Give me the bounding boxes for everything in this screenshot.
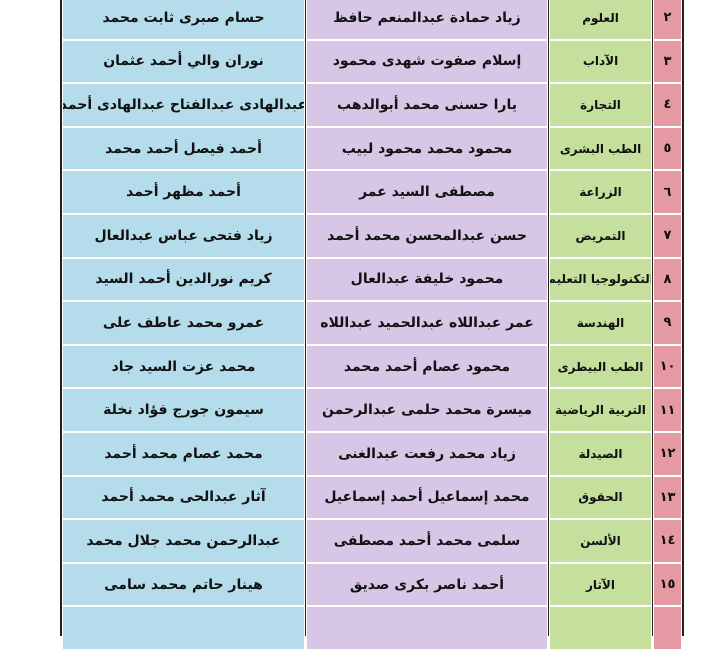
faculty: الآثار (549, 562, 652, 607)
student-name: عبدالرحمن محمد جلال محمد (62, 519, 305, 563)
student-name: زياد فتحى عباس عبدالعال (62, 214, 305, 258)
student-name: هينار حاتم محمد سامى (62, 562, 305, 607)
student-name: محمد عصام محمد أحمد (62, 432, 305, 476)
row-number: ٥ (653, 126, 682, 171)
student-name: محمود محمد محمود لبيب (306, 126, 548, 171)
student-name: آثار عبدالحى محمد أحمد (62, 475, 305, 520)
student-name: محمود عصام أحمد محمد (306, 344, 548, 389)
row-number: ١٠ (653, 344, 682, 389)
student-name: عبدالهادى عبدالفتاح عبدالهادى أحمد (62, 83, 305, 127)
row-number: ١٢ (653, 432, 682, 476)
cell-partial (62, 606, 305, 650)
faculty: التكنولوجيا التعليم (549, 257, 652, 302)
student-name: يارا حسنى محمد أبوالدهب (306, 83, 548, 127)
faculty: الطب البشرى (549, 126, 652, 171)
faculty: الطب البيطرى (549, 344, 652, 389)
row-number: ٩ (653, 301, 682, 345)
row-number: ٦ (653, 170, 682, 214)
cell-partial (306, 606, 548, 650)
faculty: الزراعة (549, 170, 652, 214)
faculty: التمريض (549, 214, 652, 258)
student-name: زياد محمد رفعت عبدالغنى (306, 432, 548, 476)
student-name: عمرو محمد عاطف على (62, 301, 305, 345)
student-name: محمد عزت السيد جاد (62, 344, 305, 389)
row-number: ٧ (653, 214, 682, 258)
student-name: ميسرة محمد حلمى عبدالرحمن (306, 388, 548, 432)
student-name: حسام صبرى ثابت محمد (62, 0, 305, 40)
student-name: أحمد فيصل أحمد محمد (62, 126, 305, 171)
student-name: أحمد مظهر أحمد (62, 170, 305, 214)
row-number: ٢ (653, 0, 682, 40)
page: ٢ العلوم زياد حمادة عبدالمنعم حافظ حسام صبر… (60, 0, 684, 650)
row-number: ٨ (653, 257, 682, 302)
student-name: سلمى محمد أحمد مصطفى (306, 519, 548, 563)
row-number: ١٤ (653, 519, 682, 563)
row-number: ١٣ (653, 475, 682, 520)
faculty: الآداب (549, 39, 652, 84)
table: ٢ العلوم زياد حمادة عبدالمنعم حافظ حسام صبر… (60, 0, 684, 650)
faculty: الألسن (549, 519, 652, 563)
student-name: مصطفى السيد عمر (306, 170, 548, 214)
faculty: التجارة (549, 83, 652, 127)
student-name: إسلام صفوت شهدى محمود (306, 39, 548, 84)
faculty: الهندسة (549, 301, 652, 345)
row-number: ١١ (653, 388, 682, 432)
student-name: حسن عبدالمحسن محمد أحمد (306, 214, 548, 258)
row-number: ١٥ (653, 562, 682, 607)
cell-partial (549, 606, 652, 650)
student-name: عمر عبداللاه عبدالحميد عبداللاه (306, 301, 548, 345)
cell-partial (653, 606, 682, 650)
faculty: العلوم (549, 0, 652, 40)
student-name: زياد حمادة عبدالمنعم حافظ (306, 0, 548, 40)
student-name: نوران والي أحمد عثمان (62, 39, 305, 84)
row-number: ٣ (653, 39, 682, 84)
faculty: الصيدلة (549, 432, 652, 476)
student-name: كريم نورالدين أحمد السيد (62, 257, 305, 302)
student-name: محمود خليفة عبدالعال (306, 257, 548, 302)
row-number: ٤ (653, 83, 682, 127)
student-name: أحمد ناصر بكرى صديق (306, 562, 548, 607)
student-name: محمد إسماعيل أحمد إسماعيل (306, 475, 548, 520)
student-name: سيمون جورج فؤاد نخلة (62, 388, 305, 432)
faculty: التربية الرياضية (549, 388, 652, 432)
faculty: الحقوق (549, 475, 652, 520)
